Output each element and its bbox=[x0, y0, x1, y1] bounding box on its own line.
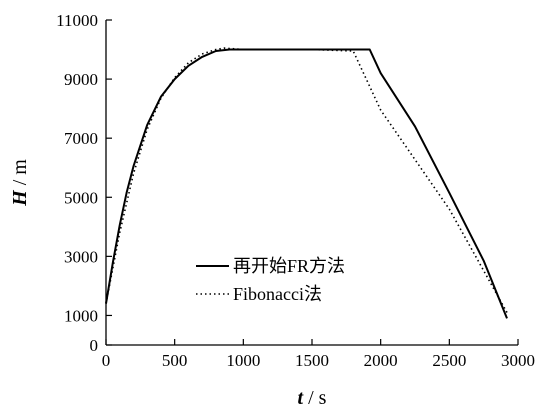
y-tick-label: 11000 bbox=[56, 11, 98, 30]
y-tick-label: 1000 bbox=[64, 306, 98, 325]
x-axis-var: t bbox=[298, 387, 305, 409]
y-tick-label: 5000 bbox=[64, 188, 98, 207]
x-tick-label: 500 bbox=[162, 351, 188, 370]
x-tick-label: 0 bbox=[102, 351, 111, 370]
y-tick-label: 0 bbox=[90, 336, 99, 355]
legend-label-fibonacci: Fibonacci法 bbox=[233, 284, 322, 304]
y-ticks: 0 1000 3000 5000 7000 9000 11000 bbox=[56, 11, 112, 355]
x-tick-label: 3000 bbox=[501, 351, 535, 370]
y-axis-unit: m bbox=[9, 159, 31, 175]
x-axis-sep: / bbox=[303, 387, 319, 409]
series-line-fibonacci bbox=[105, 47, 508, 313]
x-tick-label: 1500 bbox=[295, 351, 329, 370]
y-tick-label: 9000 bbox=[64, 70, 98, 89]
x-ticks: 0 500 1000 1500 2000 2500 3000 bbox=[102, 339, 535, 370]
series-group bbox=[105, 47, 508, 319]
plot-area: 0 1000 3000 5000 7000 9000 11000 0 500 1000 1500 2… bbox=[56, 11, 535, 370]
y-axis-label: H / m bbox=[9, 159, 31, 207]
legend: 再开始FR方法 Fibonacci法 bbox=[196, 256, 345, 304]
x-tick-label: 2500 bbox=[432, 351, 466, 370]
x-axis-label: t / s bbox=[298, 387, 327, 409]
x-tick-label: 2000 bbox=[364, 351, 398, 370]
y-tick-label: 7000 bbox=[64, 129, 98, 148]
y-axis-var: H bbox=[9, 189, 31, 207]
series-line-fr bbox=[105, 48, 508, 319]
x-tick-label: 1000 bbox=[226, 351, 260, 370]
legend-label-fr: 再开始FR方法 bbox=[233, 256, 345, 276]
y-tick-label: 3000 bbox=[64, 247, 98, 266]
y-axis-sep: / bbox=[9, 175, 31, 191]
x-axis-unit: s bbox=[319, 387, 327, 409]
